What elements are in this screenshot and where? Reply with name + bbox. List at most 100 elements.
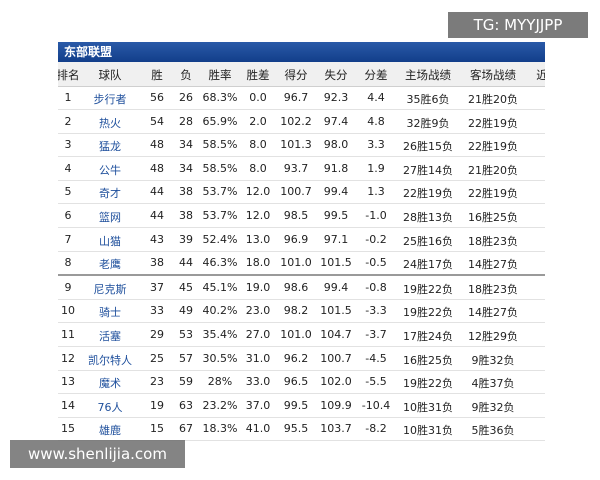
table-cell: 19 xyxy=(150,398,164,412)
table-cell: 8.0 xyxy=(249,138,267,152)
team-link[interactable]: 骑士 xyxy=(99,306,121,320)
team-link[interactable]: 公牛 xyxy=(99,163,121,177)
table-cell: 16胜25负 xyxy=(468,211,518,224)
team-link[interactable]: 篮网 xyxy=(99,211,121,224)
table-cell: 109.9 xyxy=(320,398,352,412)
table-cell: 44 xyxy=(150,185,164,199)
table-cell: 35胜6负 xyxy=(406,93,450,106)
table-cell: 1 xyxy=(64,91,72,104)
table-cell: -0.8 xyxy=(365,280,387,294)
row-divider xyxy=(58,369,545,371)
column-header: 球队 xyxy=(98,68,122,82)
table-cell: 0.0 xyxy=(249,91,267,104)
row-divider xyxy=(58,322,545,324)
row-divider xyxy=(58,274,545,277)
column-header: 负 xyxy=(180,68,192,82)
table-cell: 3 xyxy=(64,138,72,152)
table-cell: 12.0 xyxy=(245,185,271,199)
table-cell: 19胜22负 xyxy=(403,377,453,391)
table-cell: 19胜22负 xyxy=(403,282,453,296)
table-cell: 4胜37负 xyxy=(471,377,515,391)
watermark: www.shenlijia.com xyxy=(10,440,185,468)
table-cell: -3.7 xyxy=(365,328,387,341)
table-cell: 59 xyxy=(179,375,193,389)
table-cell: 12.0 xyxy=(245,209,271,222)
table-cell: 33 xyxy=(150,304,164,318)
team-link[interactable]: 山猫 xyxy=(99,234,121,248)
table-cell: 2.0 xyxy=(249,114,267,128)
table-cell: 100.7 xyxy=(280,185,312,199)
team-link[interactable]: 热火 xyxy=(99,116,121,130)
table-cell: 13.0 xyxy=(245,232,271,246)
table-cell: 98.5 xyxy=(283,209,309,222)
table-cell: 18.0 xyxy=(245,256,271,270)
table-cell: 63 xyxy=(179,398,193,412)
table-cell: 4.8 xyxy=(367,114,385,128)
table-cell: 12 xyxy=(61,351,75,365)
table-cell: -1.0 xyxy=(365,209,387,222)
table-cell: 102.2 xyxy=(280,114,312,128)
table-cell: 11 xyxy=(61,328,75,341)
watermark: TG: MYYJJPP xyxy=(448,12,588,38)
column-header: 近 xyxy=(536,68,545,82)
table-cell: 101.3 xyxy=(280,138,312,152)
table-cell: 52.4% xyxy=(202,232,238,246)
table-cell: 48 xyxy=(150,161,164,175)
team-link[interactable]: 奇才 xyxy=(99,187,121,201)
row-divider xyxy=(58,416,545,418)
column-header: 客场战绩 xyxy=(470,68,516,82)
table-cell: 6 xyxy=(64,209,72,222)
table-cell: 97.4 xyxy=(323,114,349,128)
table-cell: 98.2 xyxy=(283,304,309,318)
table-cell: 93.7 xyxy=(283,161,309,175)
table-cell: 96.9 xyxy=(283,232,309,246)
team-link[interactable]: 雄鹿 xyxy=(99,424,121,438)
table-cell: 34 xyxy=(179,161,193,175)
table-cell: 5胜36负 xyxy=(471,424,515,438)
row-divider xyxy=(58,346,545,347)
table-cell: 38 xyxy=(179,209,193,222)
row-divider xyxy=(58,156,545,158)
table-cell: 26胜15负 xyxy=(403,140,453,154)
table-cell: 53.7% xyxy=(202,209,238,222)
table-cell: 9 xyxy=(64,280,72,294)
table-cell: 53.7% xyxy=(202,185,238,199)
table-cell: 99.4 xyxy=(323,185,349,199)
table-cell: 26 xyxy=(179,91,193,104)
table-cell: 28% xyxy=(207,375,233,389)
column-header: 胜差 xyxy=(246,68,270,82)
table-cell: 98.0 xyxy=(323,138,349,152)
table-cell: 17胜24负 xyxy=(403,330,453,343)
table-cell: 28胜13负 xyxy=(403,211,453,224)
table-cell: 58.5% xyxy=(202,138,238,152)
table-cell: 16胜25负 xyxy=(403,353,453,367)
team-link[interactable]: 步行者 xyxy=(93,93,127,106)
team-link[interactable]: 尼克斯 xyxy=(93,282,127,296)
table-cell: 37.0 xyxy=(245,398,271,412)
table-cell: 53 xyxy=(179,328,193,341)
team-link[interactable]: 76人 xyxy=(97,400,123,414)
row-divider xyxy=(58,393,545,395)
column-header: 失分 xyxy=(324,68,348,82)
row-divider xyxy=(58,132,545,134)
table-cell: 4.4 xyxy=(367,91,385,104)
team-link[interactable]: 老鹰 xyxy=(99,258,121,272)
table-cell: 9胜32负 xyxy=(471,400,515,414)
table-cell: 15 xyxy=(61,422,75,436)
table-cell: -0.2 xyxy=(365,232,387,246)
team-link[interactable]: 凯尔特人 xyxy=(88,353,132,367)
table-cell: 104.7 xyxy=(320,328,352,341)
table-cell: 25胜16负 xyxy=(403,234,453,248)
table-cell: 21胜20负 xyxy=(468,163,518,177)
table-cell: 99.5 xyxy=(283,398,309,412)
table-cell: 95.5 xyxy=(283,422,309,436)
column-header: 胜 xyxy=(151,68,163,82)
team-link[interactable]: 猛龙 xyxy=(99,140,121,154)
team-link[interactable]: 魔术 xyxy=(99,377,121,391)
table-cell: 22胜19负 xyxy=(468,140,518,154)
team-link[interactable]: 活塞 xyxy=(99,330,121,343)
table-cell: 101.0 xyxy=(280,256,312,270)
table-cell: 28 xyxy=(179,114,193,128)
table-cell: 45.1% xyxy=(202,280,238,294)
table-cell: 19.0 xyxy=(245,280,271,294)
